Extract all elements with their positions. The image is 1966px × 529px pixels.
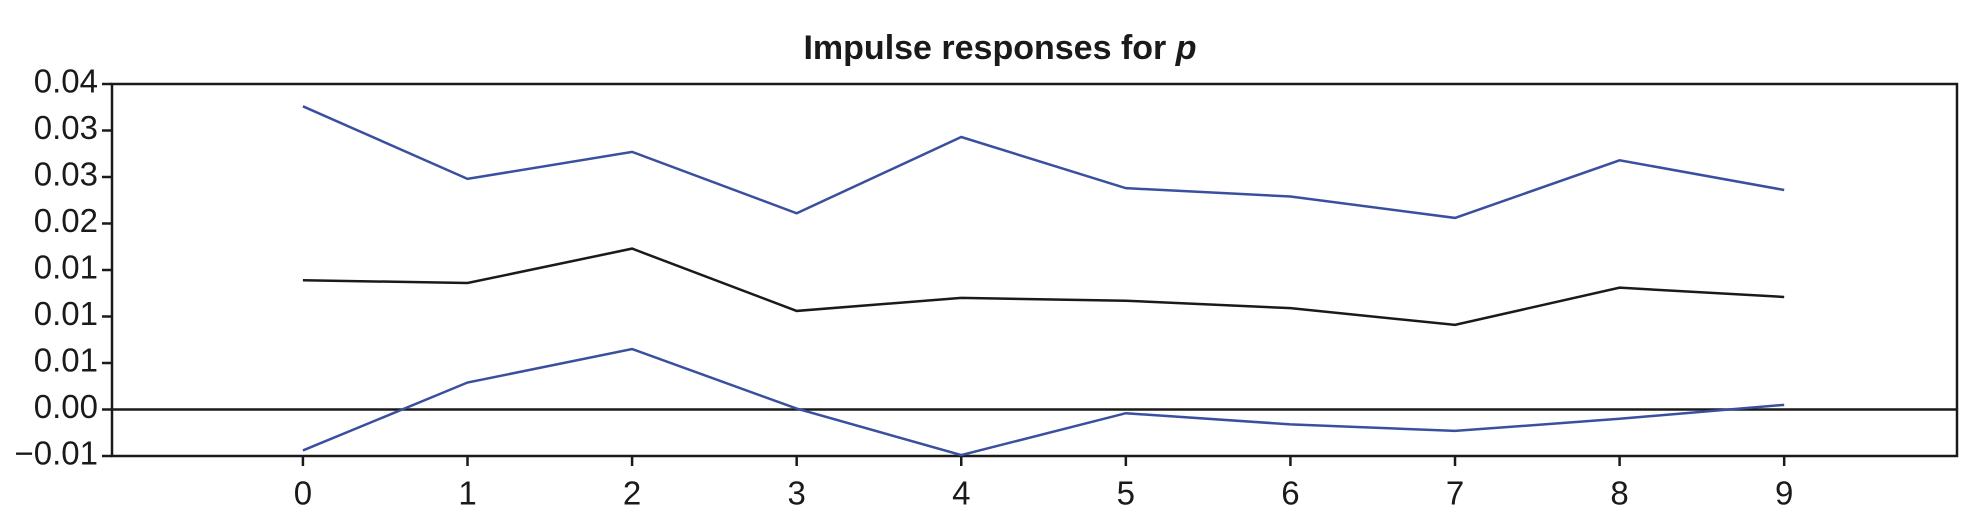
y-tick-label: 0.03 (34, 156, 98, 193)
x-tick-label: 1 (458, 475, 476, 512)
y-tick-label: 0.01 (34, 249, 98, 286)
x-tick-label: 0 (294, 475, 312, 512)
y-tick-label: 0.03 (34, 109, 98, 146)
chart-title: Impulse responses for p (803, 29, 1196, 67)
x-tick-label: 6 (1281, 475, 1299, 512)
x-tick-label: 7 (1446, 475, 1464, 512)
y-tick-label: 0.01 (34, 295, 98, 332)
y-tick-label: 0.02 (34, 202, 98, 239)
plot-frame (110, 82, 1959, 458)
series-line (302, 347, 1785, 457)
series-line (302, 105, 1785, 220)
x-tick-label: 5 (1117, 475, 1135, 512)
y-tick-label: 0.04 (34, 63, 98, 100)
y-tick-label: −0.01 (15, 435, 99, 472)
x-tick-label: 9 (1775, 475, 1793, 512)
x-tick-label: 3 (787, 475, 805, 512)
series-line (302, 247, 1785, 327)
x-tick-label: 4 (952, 475, 970, 512)
x-tick-label: 2 (623, 475, 641, 512)
y-tick-label: 0.01 (34, 342, 98, 379)
x-tick-label: 8 (1610, 475, 1628, 512)
y-tick-label: 0.00 (34, 388, 98, 425)
